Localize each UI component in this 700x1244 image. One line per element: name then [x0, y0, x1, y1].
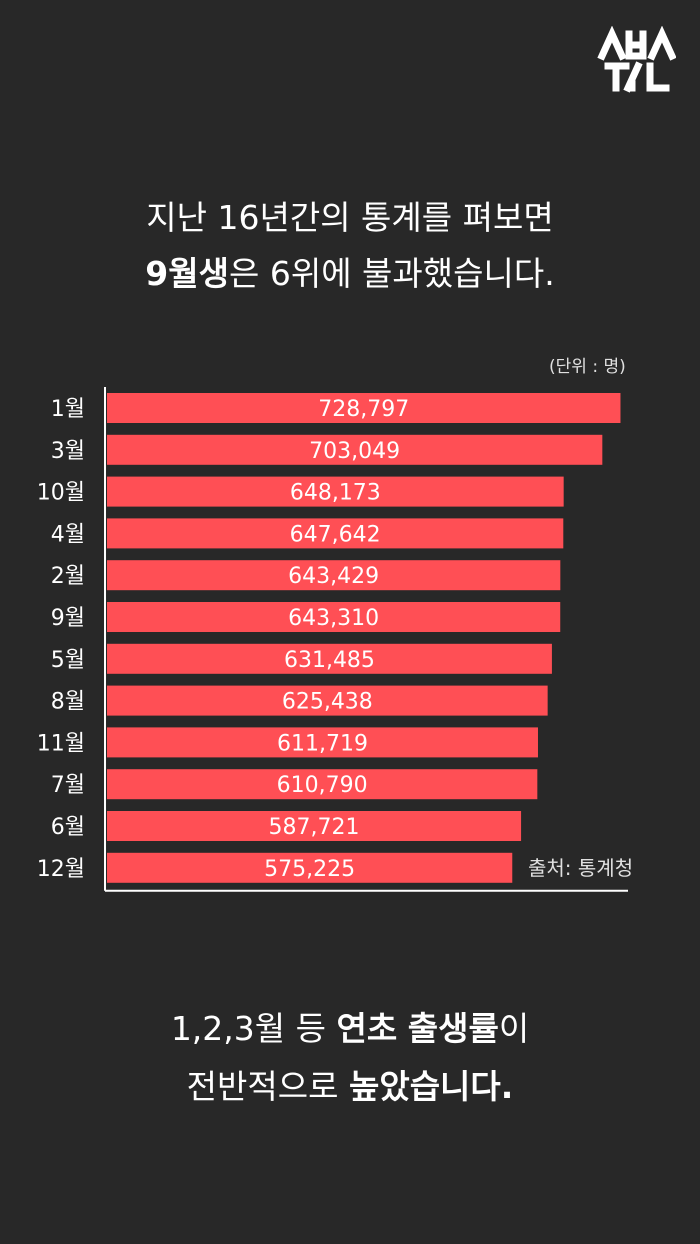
- bar-value-label: 643,310: [288, 606, 379, 631]
- bar-value-label: 703,049: [309, 439, 400, 464]
- bar-value-label: 643,429: [288, 564, 379, 589]
- bar-value-label: 575,225: [264, 857, 355, 882]
- bar-value-label: 611,719: [277, 731, 368, 756]
- bar: [107, 602, 561, 632]
- bar: [107, 560, 561, 591]
- bar: [107, 727, 538, 758]
- footer-text: 1,2,3월 등: [170, 1009, 337, 1048]
- headline-line1: 지난 16년간의 통계를 펴보면: [146, 198, 554, 237]
- category-label: 3월: [51, 439, 85, 464]
- category-label: 11월: [37, 731, 85, 756]
- bar-value-label: 648,173: [290, 481, 381, 506]
- bar: [107, 518, 564, 549]
- footer-highlight: 높았습니다.: [348, 1067, 514, 1106]
- bar: [107, 434, 603, 465]
- bar: [107, 769, 538, 800]
- bar: [107, 685, 548, 716]
- bar: [107, 643, 552, 674]
- category-label: 9월: [51, 606, 85, 631]
- footer: 1,2,3월 등 연초 출생률이 전반적으로 높았습니다.: [0, 1000, 700, 1116]
- headline-line2: 9월생은 6위에 불과했습니다.: [0, 246, 700, 302]
- footer-space: [397, 1009, 408, 1048]
- footer-highlight: 연초: [336, 1009, 398, 1048]
- unit-label: (단위 : 명): [549, 357, 626, 377]
- sbs-news-logo: [597, 26, 676, 93]
- category-label: 1월: [51, 397, 85, 422]
- category-label: 10월: [37, 481, 85, 506]
- category-label: 2월: [51, 564, 85, 589]
- footer-highlight: 출생률: [407, 1009, 499, 1048]
- category-label: 12월: [37, 857, 85, 882]
- bar-value-label: 728,797: [318, 397, 409, 422]
- footer-line2: 전반적으로 높았습니다.: [0, 1058, 700, 1116]
- bar: [107, 476, 564, 507]
- bar-value-label: 647,642: [290, 522, 381, 547]
- category-label: 8월: [51, 690, 85, 715]
- category-label: 4월: [51, 522, 85, 547]
- footer-text: 전반적으로: [186, 1067, 349, 1106]
- bar: [107, 393, 621, 423]
- source-label: 출처: 통계청: [528, 856, 634, 880]
- category-label: 6월: [51, 815, 85, 840]
- bar: [107, 811, 522, 841]
- bar: [107, 852, 513, 883]
- category-label: 5월: [51, 648, 85, 673]
- category-label: 7월: [51, 773, 85, 798]
- footer-line1: 1,2,3월 등 연초 출생률이: [0, 1000, 700, 1058]
- bar-value-label: 631,485: [284, 648, 375, 673]
- footer-text: 이: [498, 1009, 530, 1048]
- headline-highlight: 9월생: [145, 254, 229, 293]
- bar-value-label: 625,438: [282, 690, 373, 715]
- headline: 지난 16년간의 통계를 펴보면 9월생은 6위에 불과했습니다.: [0, 190, 700, 302]
- bar-value-label: 587,721: [269, 815, 360, 840]
- bar-value-label: 610,790: [277, 773, 368, 798]
- headline-line2-rest: 은 6위에 불과했습니다.: [228, 254, 555, 293]
